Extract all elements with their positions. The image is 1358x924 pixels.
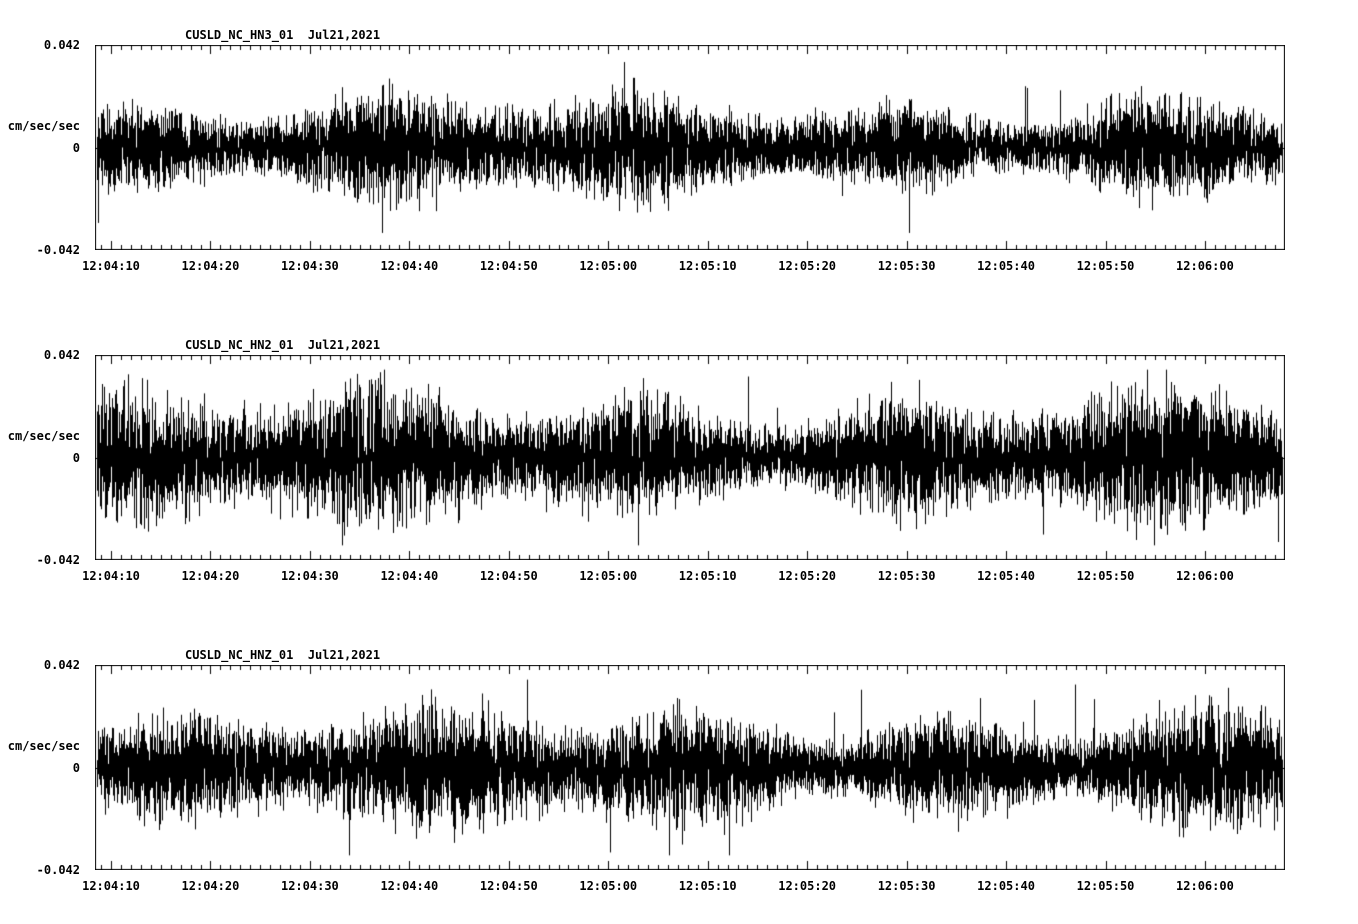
x-tick-label: 12:05:30 — [877, 569, 936, 583]
x-tick-label: 12:06:00 — [1176, 879, 1234, 893]
seismogram-panel-hnz: CUSLD_NC_HNZ_01 Jul21,2021 0.042 cm/sec/… — [0, 643, 1358, 924]
panel-title-hnz: CUSLD_NC_HNZ_01 Jul21,2021 — [185, 648, 381, 662]
x-tick-label: 12:05:20 — [778, 259, 837, 273]
x-tick-label: 12:05:00 — [579, 569, 638, 583]
x-tick-label: 12:05:20 — [778, 569, 837, 583]
x-tick-label: 12:04:10 — [82, 259, 140, 273]
seismogram-panel-hn2: CUSLD_NC_HN2_01 Jul21,2021 0.042 cm/sec/… — [0, 333, 1358, 623]
x-tick-label: 12:05:10 — [678, 259, 737, 273]
y-axis-max-label: 0.042 — [43, 348, 80, 362]
x-tick-label: 12:05:30 — [877, 259, 936, 273]
x-tick-label: 12:05:40 — [977, 879, 1035, 893]
y-axis-zero-label: 0 — [72, 451, 80, 465]
panel-title-hn3: CUSLD_NC_HN3_01 Jul21,2021 — [185, 28, 381, 42]
waveform-canvas-hn3 — [95, 45, 1285, 250]
y-axis-max-label: 0.042 — [43, 38, 80, 52]
x-tick-label: 12:05:40 — [977, 569, 1035, 583]
x-tick-label: 12:05:30 — [877, 879, 936, 893]
x-tick-label: 12:04:30 — [280, 879, 339, 893]
x-tick-label: 12:04:40 — [380, 879, 439, 893]
x-tick-label: 12:05:50 — [1076, 569, 1135, 583]
x-axis-tick-labels: 12:04:10 12:04:20 12:04:30 12:04:40 12:04:50… — [0, 259, 1358, 275]
x-tick-label: 12:05:20 — [778, 879, 837, 893]
x-tick-label: 12:04:20 — [181, 259, 240, 273]
y-axis-zero-label: 0 — [72, 761, 80, 775]
y-axis-zero-label: 0 — [72, 141, 80, 155]
x-tick-label: 12:04:50 — [479, 259, 538, 273]
x-tick-label: 12:04:30 — [280, 259, 339, 273]
x-tick-label: 12:05:10 — [678, 879, 737, 893]
waveform-canvas-hn2 — [95, 355, 1285, 560]
x-tick-label: 12:05:50 — [1076, 259, 1135, 273]
y-axis-min-label: -0.042 — [36, 243, 80, 257]
x-tick-label: 12:04:20 — [181, 569, 240, 583]
x-tick-label: 12:04:40 — [380, 569, 439, 583]
x-tick-label: 12:06:00 — [1176, 259, 1234, 273]
x-tick-label: 12:04:10 — [82, 569, 140, 583]
x-axis-tick-labels: 12:04:10 12:04:20 12:04:30 12:04:40 12:04:50… — [0, 879, 1358, 895]
y-axis-units-label: cm/sec/sec — [7, 119, 80, 133]
waveform-canvas-hnz — [95, 665, 1285, 870]
y-axis-max-label: 0.042 — [43, 658, 80, 672]
x-tick-label: 12:05:40 — [977, 259, 1035, 273]
x-tick-label: 12:05:00 — [579, 259, 638, 273]
y-axis-min-label: -0.042 — [36, 553, 80, 567]
panel-title-hn2: CUSLD_NC_HN2_01 Jul21,2021 — [185, 338, 381, 352]
x-tick-label: 12:04:20 — [181, 879, 240, 893]
x-tick-label: 12:04:40 — [380, 259, 439, 273]
x-tick-label: 12:04:30 — [280, 569, 339, 583]
x-axis-tick-labels: 12:04:10 12:04:20 12:04:30 12:04:40 12:04:50… — [0, 569, 1358, 585]
x-tick-label: 12:04:50 — [479, 879, 538, 893]
x-tick-label: 12:06:00 — [1176, 569, 1234, 583]
x-tick-label: 12:05:50 — [1076, 879, 1135, 893]
x-tick-label: 12:05:00 — [579, 879, 638, 893]
x-tick-label: 12:04:50 — [479, 569, 538, 583]
x-tick-label: 12:05:10 — [678, 569, 737, 583]
y-axis-min-label: -0.042 — [36, 863, 80, 877]
y-axis-units-label: cm/sec/sec — [7, 429, 80, 443]
seismogram-panel-hn3: CUSLD_NC_HN3_01 Jul21,2021 0.042 cm/sec/… — [0, 23, 1358, 313]
y-axis-units-label: cm/sec/sec — [7, 739, 80, 753]
x-tick-label: 12:04:10 — [82, 879, 140, 893]
